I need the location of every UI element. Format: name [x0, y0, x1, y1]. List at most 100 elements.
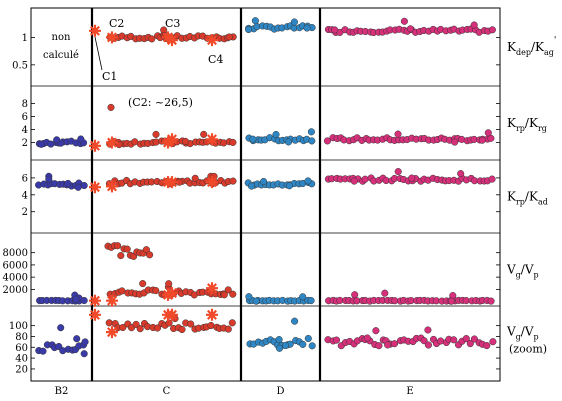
star-label-C3: C3 — [165, 17, 180, 30]
data-point-C — [152, 130, 160, 138]
star-marker — [166, 176, 178, 189]
data-point-C — [187, 320, 195, 328]
data-point-E — [390, 340, 399, 348]
star-marker — [206, 308, 218, 321]
data-point-C — [139, 280, 147, 288]
section-label-E: E — [406, 386, 413, 397]
data-point-E — [420, 337, 428, 345]
data-point-E — [394, 130, 402, 138]
data-point-B2 — [39, 347, 47, 355]
data-point-C — [229, 138, 237, 146]
data-point-D — [245, 293, 253, 301]
data-point-C — [114, 242, 122, 250]
data-point-E — [323, 137, 331, 145]
data-point-C — [123, 245, 131, 253]
data-point-D — [299, 293, 307, 301]
data-point-B2 — [72, 295, 80, 303]
plot-area: 10.5Kdep/Kag'8642Krp/Krg642Krp/Kad800060… — [3, 7, 556, 397]
data-point-D — [303, 24, 311, 32]
y-tick-label: 4 — [22, 125, 28, 136]
data-point-E — [408, 174, 416, 182]
star-marker — [106, 31, 118, 44]
y-tick-label: 6 — [22, 173, 28, 184]
data-point-C — [224, 286, 232, 294]
section-label-B2: B2 — [55, 386, 69, 397]
data-point-C — [146, 251, 154, 259]
data-point-D — [285, 182, 293, 190]
data-point-E — [363, 334, 371, 342]
star-marker — [106, 294, 118, 307]
data-point-D — [249, 135, 257, 143]
y-tick-label: 6 — [22, 112, 28, 123]
data-point-D — [272, 130, 280, 139]
data-point-E — [351, 291, 359, 299]
data-point-C — [117, 252, 125, 260]
star-marker — [166, 133, 178, 146]
data-point-D — [291, 317, 299, 325]
section-label-D: D — [276, 386, 284, 397]
data-point-E — [361, 175, 369, 183]
star-marker — [89, 308, 101, 321]
data-point-E — [332, 336, 341, 344]
data-point-D — [304, 177, 312, 185]
data-point-C — [152, 287, 160, 295]
data-point-E — [375, 342, 383, 350]
data-point-E — [488, 175, 496, 183]
data-point-D — [251, 17, 259, 25]
data-point-D — [307, 128, 315, 136]
data-point-E — [484, 129, 492, 137]
data-point-D — [304, 334, 312, 343]
data-point-E — [447, 297, 455, 305]
star-label-C4: C4 — [208, 53, 223, 66]
data-point-E — [470, 335, 478, 343]
data-point-B2 — [64, 179, 72, 187]
data-point-C — [191, 174, 199, 182]
data-point-D — [247, 182, 256, 190]
data-point-B2 — [45, 175, 53, 183]
y-tick-label: 20 — [15, 364, 28, 375]
data-point-C — [119, 323, 127, 332]
data-point-C — [178, 325, 186, 334]
data-point-B2 — [74, 183, 82, 191]
note-non-calcule: non — [52, 32, 71, 43]
data-point-D — [308, 137, 316, 145]
panel-label-p3: Krp/Kad — [507, 190, 548, 207]
data-point-B2 — [57, 324, 65, 332]
data-point-E — [384, 341, 392, 349]
y-tick-label: 6000 — [3, 260, 28, 271]
data-point-B2 — [37, 140, 45, 148]
star-marker — [106, 180, 118, 193]
data-point-C — [132, 320, 140, 328]
data-point-C — [229, 290, 237, 298]
data-point-C — [105, 319, 113, 327]
data-point-E — [381, 289, 389, 297]
star-marker — [89, 24, 101, 37]
data-point-D — [308, 342, 316, 350]
data-point-C — [136, 325, 144, 333]
y-tick-label: 40 — [15, 354, 28, 365]
data-point-C — [153, 324, 162, 332]
data-point-D — [252, 297, 260, 305]
data-point-E — [488, 26, 496, 34]
data-point-E — [451, 138, 459, 146]
data-point-D — [260, 177, 268, 186]
data-point-E — [489, 338, 497, 346]
data-point-B2 — [81, 338, 89, 346]
data-point-D — [275, 336, 283, 344]
y-tick-label: 2 — [22, 138, 28, 149]
star-label-C1: C1 — [102, 70, 117, 83]
data-point-E — [437, 337, 445, 345]
star-label-leader — [94, 36, 103, 71]
data-point-B2 — [53, 136, 61, 144]
y-tick-label: 80 — [15, 332, 28, 343]
y-tick-label: 0.5 — [12, 60, 28, 71]
data-point-E — [478, 136, 486, 144]
y-tick-label: 8000 — [3, 248, 28, 259]
star-marker — [89, 181, 101, 194]
star-marker — [166, 287, 178, 300]
star-label-C2: C2 — [109, 17, 124, 30]
data-point-C — [118, 287, 126, 295]
data-point-E — [406, 25, 414, 33]
data-point-E — [457, 170, 465, 178]
star-marker — [206, 34, 218, 47]
